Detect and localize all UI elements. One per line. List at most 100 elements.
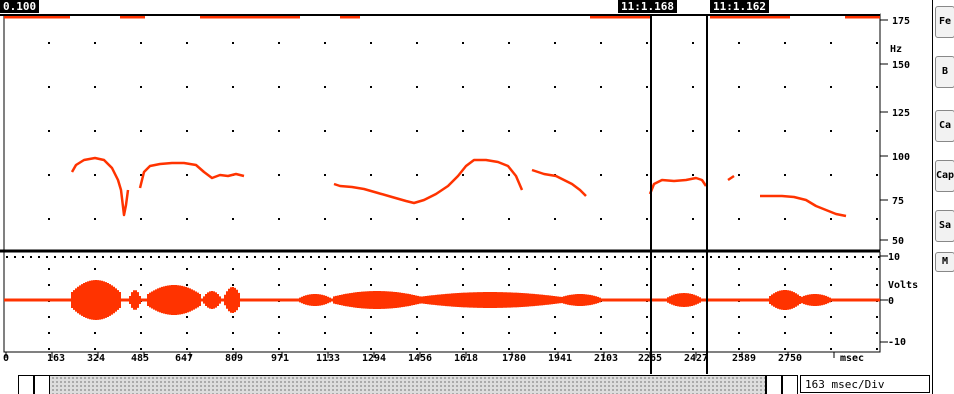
right-button-4[interactable]: Cap (935, 160, 954, 192)
grid-dot (554, 130, 556, 132)
grid-dot (94, 42, 96, 44)
grid-dot (614, 256, 616, 258)
grid-dot (876, 268, 878, 270)
wave-burst (224, 287, 240, 313)
grid-dot (370, 42, 372, 44)
grid-dot (830, 284, 832, 286)
grid-dot (692, 316, 694, 318)
horizontal-scrollbar[interactable] (34, 375, 766, 394)
grid-dot (416, 174, 418, 176)
grid-dot (398, 256, 400, 258)
grid-dot (822, 256, 824, 258)
wave-burst (71, 280, 121, 320)
grid-dot (742, 256, 744, 258)
grid-dot (254, 256, 256, 258)
grid-dot (46, 256, 48, 258)
grid-dot (494, 256, 496, 258)
grid-dot (370, 268, 372, 270)
grid-dot (542, 256, 544, 258)
grid-dot (446, 256, 448, 258)
grid-dot (278, 130, 280, 132)
grid-dot (370, 284, 372, 286)
grid-dot (718, 256, 720, 258)
grid-dot (416, 86, 418, 88)
pitch-trace-segment (70, 156, 130, 217)
grid-dot (278, 316, 280, 318)
right-button-5[interactable]: Sa (935, 210, 954, 242)
grid-dot (140, 316, 142, 318)
grid-dot (830, 42, 832, 44)
grid-dot (198, 256, 200, 258)
grid-dot (140, 42, 142, 44)
grid-dot (324, 42, 326, 44)
grid-dot (342, 256, 344, 258)
grid-dot (430, 256, 432, 258)
x-tick: 1941 (547, 353, 573, 364)
grid-dot (830, 316, 832, 318)
grid-dot (48, 218, 50, 220)
wave-burst (333, 291, 421, 309)
wave-tick-bottom: -10 (888, 337, 907, 348)
grid-dot (38, 256, 40, 258)
grid-dot (186, 130, 188, 132)
grid-dot (70, 256, 72, 258)
grid-dot (278, 348, 280, 350)
grid-dot (726, 256, 728, 258)
grid-dot (470, 256, 472, 258)
grid-dot (370, 218, 372, 220)
grid-dot (554, 332, 556, 334)
grid-dot (694, 256, 696, 258)
wave-burst (799, 294, 831, 306)
right-button-6[interactable]: M (935, 252, 954, 272)
grid-dot (550, 256, 552, 258)
grid-dot (232, 348, 234, 350)
grid-dot (6, 256, 8, 258)
grid-dot (670, 256, 672, 258)
grid-dot (738, 218, 740, 220)
grid-dot (454, 256, 456, 258)
right-button-2[interactable]: B (935, 56, 954, 88)
x-tick: 2750 (777, 353, 803, 364)
grid-dot (574, 256, 576, 258)
grid-dot (278, 284, 280, 286)
grid-dot (94, 130, 96, 132)
grid-dot (174, 256, 176, 258)
grid-dot (738, 86, 740, 88)
pitch-trace-segment (531, 168, 587, 197)
grid-dot (370, 130, 372, 132)
grid-dot (846, 256, 848, 258)
x-tick: 809 (224, 353, 244, 364)
grid-dot (214, 256, 216, 258)
grid-dot (692, 348, 694, 350)
grid-dot (646, 130, 648, 132)
grid-dot (186, 218, 188, 220)
scrollbar-thumb[interactable] (35, 376, 50, 394)
right-button-3[interactable]: Ca (935, 110, 954, 142)
right-button-1[interactable]: Fe (935, 6, 954, 38)
grid-dot (606, 256, 608, 258)
grid-dot (646, 86, 648, 88)
grid-dot (370, 316, 372, 318)
grid-dot (78, 256, 80, 258)
grid-dot (876, 86, 878, 88)
time-per-div-field[interactable]: 163 msec/Div (800, 375, 930, 393)
grid-dot (662, 256, 664, 258)
grid-dot (48, 42, 50, 44)
grid-dot (94, 218, 96, 220)
grid-dot (646, 268, 648, 270)
grid-dot (414, 256, 416, 258)
scroll-right-arrow[interactable] (766, 375, 782, 394)
grid-dot (876, 284, 878, 286)
grid-dot (508, 332, 510, 334)
cursor2-time: 11:1.162 (710, 0, 769, 13)
grid-dot (416, 130, 418, 132)
grid-dot (508, 174, 510, 176)
grid-dot (94, 332, 96, 334)
grid-dot (318, 256, 320, 258)
zoom-arrow-icon[interactable] (782, 375, 798, 394)
grid-dot (558, 256, 560, 258)
grid-dot (830, 332, 832, 334)
scroll-left-arrow[interactable] (18, 375, 34, 394)
grid-dot (232, 268, 234, 270)
